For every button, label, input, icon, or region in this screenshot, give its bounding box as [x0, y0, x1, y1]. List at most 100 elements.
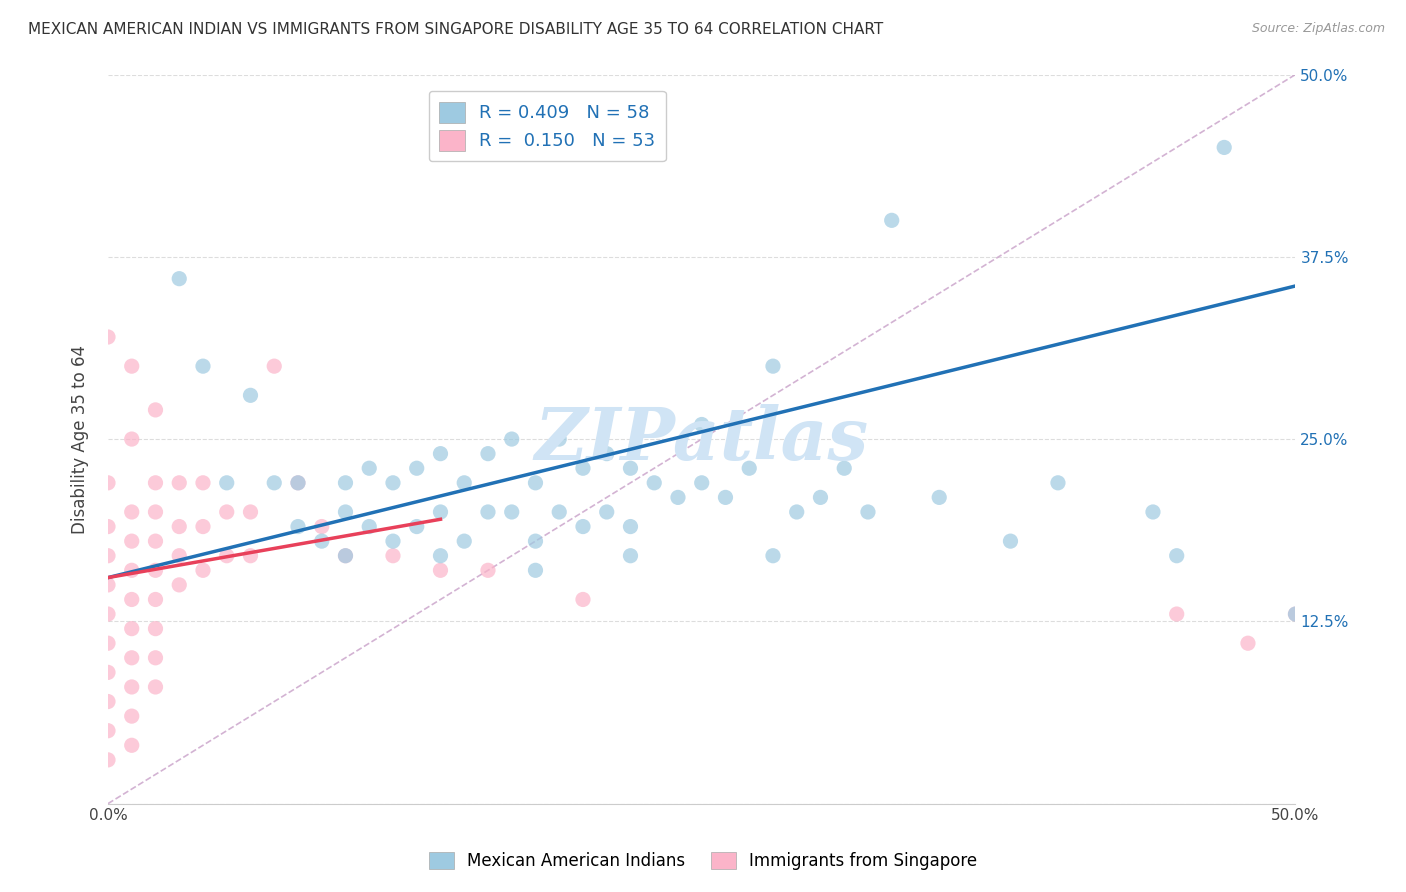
Point [548, 505, 571, 519]
Point [287, 519, 309, 533]
Point [1166, 607, 1188, 621]
Point [191, 359, 214, 373]
Point [335, 505, 357, 519]
Point [429, 447, 451, 461]
Point [97, 519, 120, 533]
Point [1237, 636, 1260, 650]
Point [239, 505, 262, 519]
Point [690, 417, 713, 432]
Point [619, 461, 641, 475]
Point [1046, 475, 1069, 490]
Point [263, 359, 285, 373]
Point [405, 461, 427, 475]
Y-axis label: Disability Age 35 to 64: Disability Age 35 to 64 [72, 344, 89, 533]
Point [121, 680, 143, 694]
Point [145, 680, 167, 694]
Point [97, 665, 120, 680]
Point [311, 534, 333, 549]
Point [596, 447, 619, 461]
Legend: R = 0.409   N = 58, R =  0.150   N = 53: R = 0.409 N = 58, R = 0.150 N = 53 [429, 91, 666, 161]
Point [1166, 549, 1188, 563]
Point [714, 491, 737, 505]
Point [762, 549, 785, 563]
Point [477, 447, 499, 461]
Point [97, 475, 120, 490]
Point [167, 271, 190, 285]
Point [239, 549, 262, 563]
Point [572, 519, 595, 533]
Point [287, 475, 309, 490]
Point [619, 549, 641, 563]
Point [191, 475, 214, 490]
Point [215, 475, 238, 490]
Point [121, 359, 143, 373]
Point [191, 519, 214, 533]
Point [501, 432, 523, 446]
Point [572, 592, 595, 607]
Point [121, 534, 143, 549]
Point [145, 592, 167, 607]
Point [335, 549, 357, 563]
Point [810, 491, 832, 505]
Point [335, 475, 357, 490]
Point [477, 505, 499, 519]
Point [97, 578, 120, 592]
Point [121, 432, 143, 446]
Point [643, 475, 665, 490]
Point [382, 534, 405, 549]
Point [880, 213, 903, 227]
Point [453, 475, 475, 490]
Point [121, 650, 143, 665]
Point [97, 723, 120, 738]
Point [121, 622, 143, 636]
Point [359, 519, 381, 533]
Point [382, 475, 405, 490]
Point [335, 549, 357, 563]
Point [145, 563, 167, 577]
Point [145, 403, 167, 417]
Point [856, 505, 879, 519]
Point [524, 563, 547, 577]
Point [405, 519, 427, 533]
Point [167, 475, 190, 490]
Point [97, 753, 120, 767]
Point [382, 549, 405, 563]
Point [359, 461, 381, 475]
Point [1284, 607, 1306, 621]
Legend: Mexican American Indians, Immigrants from Singapore: Mexican American Indians, Immigrants fro… [422, 845, 984, 877]
Text: ZIPatlas: ZIPatlas [534, 403, 869, 475]
Point [97, 607, 120, 621]
Point [477, 563, 499, 577]
Point [762, 359, 785, 373]
Point [121, 563, 143, 577]
Point [690, 475, 713, 490]
Point [928, 491, 950, 505]
Point [145, 650, 167, 665]
Point [97, 330, 120, 344]
Point [429, 563, 451, 577]
Text: MEXICAN AMERICAN INDIAN VS IMMIGRANTS FROM SINGAPORE DISABILITY AGE 35 TO 64 COR: MEXICAN AMERICAN INDIAN VS IMMIGRANTS FR… [28, 22, 883, 37]
Point [121, 739, 143, 753]
Point [145, 475, 167, 490]
Point [145, 534, 167, 549]
Point [548, 432, 571, 446]
Point [191, 563, 214, 577]
Point [453, 534, 475, 549]
Point [287, 475, 309, 490]
Point [97, 549, 120, 563]
Point [145, 622, 167, 636]
Point [239, 388, 262, 402]
Point [97, 694, 120, 708]
Point [786, 505, 808, 519]
Point [215, 505, 238, 519]
Point [263, 475, 285, 490]
Point [429, 549, 451, 563]
Text: Source: ZipAtlas.com: Source: ZipAtlas.com [1251, 22, 1385, 36]
Point [1000, 534, 1022, 549]
Point [97, 636, 120, 650]
Point [167, 578, 190, 592]
Point [121, 505, 143, 519]
Point [666, 491, 689, 505]
Point [1142, 505, 1164, 519]
Point [572, 461, 595, 475]
